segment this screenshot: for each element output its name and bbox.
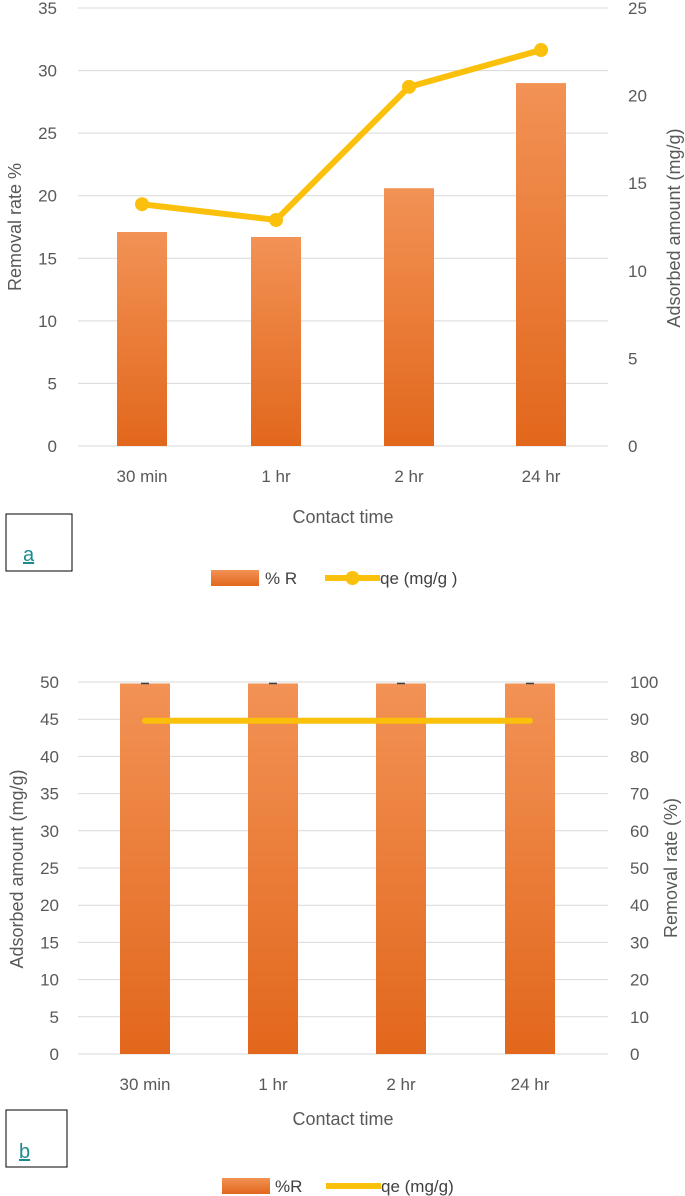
x-tick-label: 24 hr — [522, 467, 561, 486]
y-left-tick-label: 35 — [38, 0, 57, 18]
y-left-tick-label: 35 — [40, 785, 59, 804]
x-tick-label: 24 hr — [511, 1075, 550, 1094]
y-left-tick-label: 25 — [40, 859, 59, 878]
line-marker — [402, 79, 416, 94]
y-left-tick-label: 45 — [40, 710, 59, 729]
y-right-tick-label: 0 — [628, 437, 637, 456]
line-marker — [135, 197, 149, 212]
bar — [251, 237, 301, 446]
panel-label-box — [5, 513, 73, 572]
legend-line-marker — [345, 571, 360, 585]
y-left-tick-label: 30 — [38, 62, 57, 81]
y-right-tick-label: 10 — [630, 1008, 649, 1027]
y-left-tick-label: 20 — [40, 896, 59, 915]
y-left-tick-label: 5 — [50, 1008, 59, 1027]
y-right-tick-label: 5 — [628, 349, 637, 368]
x-axis-title: Contact time — [292, 507, 393, 527]
y-left-tick-label: 15 — [40, 933, 59, 952]
y-left-tick-label: 20 — [38, 187, 57, 206]
bar — [505, 683, 555, 1054]
y-left-tick-label: 10 — [40, 971, 59, 990]
y-left-tick-label: 0 — [50, 1045, 59, 1064]
y-left-tick-label: 25 — [38, 124, 57, 143]
line-marker — [534, 43, 548, 58]
y-right-tick-label: 90 — [630, 710, 649, 729]
chart-panel-b: 0 5 10 15 20 25 30 35 40 45 50 0 10 20 30 40 50 60 70 80 90 1… — [5, 673, 681, 1196]
legend-line-label: qe (mg/g) — [381, 1177, 454, 1196]
line-marker — [269, 212, 283, 227]
legend-line-label: qe (mg/g ) — [380, 569, 457, 588]
x-axis-title: Contact time — [292, 1109, 393, 1129]
series-line — [139, 47, 544, 223]
x-tick-label: 30 min — [119, 1075, 170, 1094]
y-left-tick-label: 0 — [48, 437, 57, 456]
y-right-tick-label: 60 — [630, 822, 649, 841]
legend-bar-swatch — [222, 1178, 270, 1194]
panel-label-box — [5, 1109, 68, 1168]
y-right-tick-label: 30 — [630, 933, 649, 952]
panel-label: b — [19, 1141, 30, 1163]
y-right-tick-label: 0 — [630, 1045, 639, 1064]
legend-bar-label: % R — [265, 569, 297, 588]
y-left-axis-title: Removal rate % — [5, 163, 25, 291]
y-right-tick-label: 15 — [628, 174, 647, 193]
x-tick-label: 2 hr — [394, 467, 424, 486]
x-tick-label: 2 hr — [386, 1075, 416, 1094]
y-right-tick-label: 20 — [630, 971, 649, 990]
x-tick-label: 1 hr — [258, 1075, 288, 1094]
y-right-tick-label: 70 — [630, 785, 649, 804]
legend-bar-swatch — [211, 570, 259, 586]
x-tick-label: 1 hr — [261, 467, 291, 486]
y-right-tick-label: 25 — [628, 0, 647, 18]
y-right-tick-label: 10 — [628, 262, 647, 281]
bar — [120, 683, 170, 1054]
y-right-axis-title: Adsorbed amount (mg/g) — [664, 128, 684, 327]
y-left-tick-label: 10 — [38, 312, 57, 331]
legend-bar-label: %R — [275, 1177, 302, 1196]
bar — [117, 232, 167, 446]
y-right-tick-label: 100 — [630, 673, 658, 692]
y-left-tick-label: 40 — [40, 747, 59, 766]
y-right-axis-title: Removal rate (%) — [661, 798, 681, 938]
y-right-tick-label: 80 — [630, 747, 649, 766]
y-left-tick-label: 50 — [40, 673, 59, 692]
y-right-tick-label: 50 — [630, 859, 649, 878]
bar — [248, 683, 298, 1054]
y-left-tick-label: 15 — [38, 249, 57, 268]
y-left-axis-title: Adsorbed amount (mg/g) — [7, 769, 27, 968]
y-left-tick-label: 5 — [48, 374, 57, 393]
x-tick-label: 30 min — [116, 467, 167, 486]
y-left-tick-label: 30 — [40, 822, 59, 841]
bar — [516, 83, 566, 446]
bar — [384, 188, 434, 446]
y-right-tick-label: 40 — [630, 896, 649, 915]
y-right-tick-label: 20 — [628, 87, 647, 106]
panel-label: a — [23, 544, 35, 566]
bar — [376, 683, 426, 1054]
chart-panel-a: 0 5 10 15 20 25 30 35 0 5 10 15 20 25 30 min 1 hr 2 hr 24… — [5, 0, 684, 588]
